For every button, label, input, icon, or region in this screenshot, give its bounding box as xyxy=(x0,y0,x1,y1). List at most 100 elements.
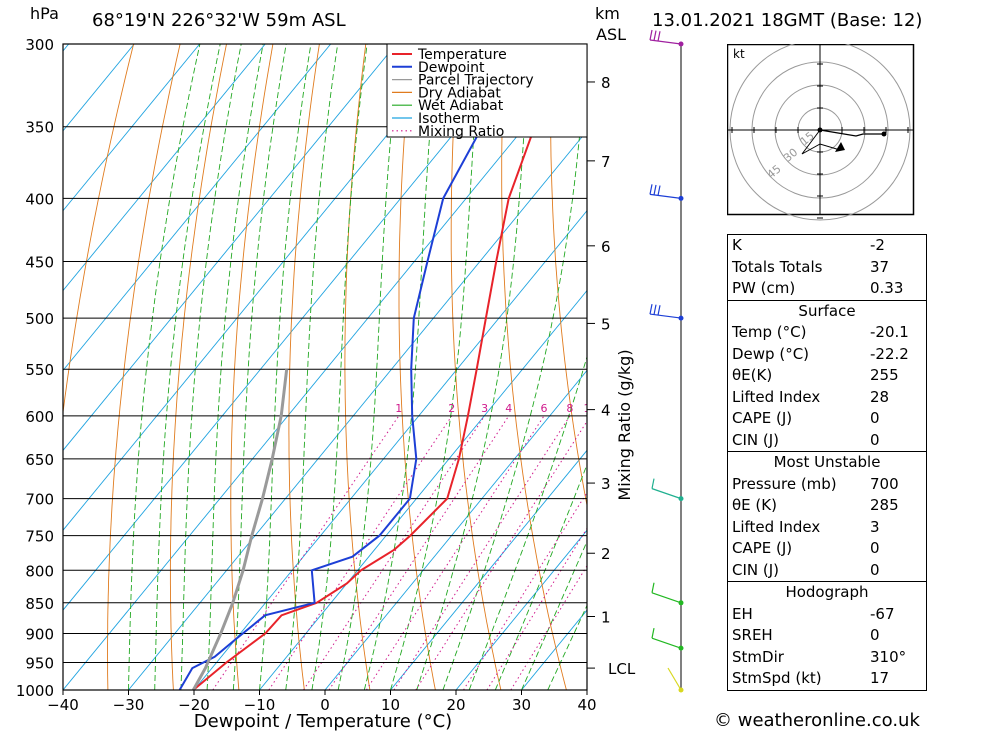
pressure-tick-label: 700 xyxy=(25,491,54,509)
x-tick-label: 40 xyxy=(577,696,596,714)
x-tick-label: 20 xyxy=(446,696,465,714)
pressure-tick-label: 850 xyxy=(25,595,54,613)
wet-adiabat-line xyxy=(259,44,312,690)
wind-barb-icon xyxy=(651,478,682,500)
wet-adiabat-line xyxy=(285,44,339,690)
km-tick-label: 7 xyxy=(601,153,611,171)
isotherm-line xyxy=(63,44,397,452)
x-tick-label: −40 xyxy=(47,696,79,714)
wet-adiabat-line xyxy=(154,44,221,690)
surface-index-row: θE(K) 255 xyxy=(728,365,926,387)
isotherm-line xyxy=(390,449,587,690)
surface-index-row: Lifted Index 28 xyxy=(728,387,926,409)
index-label: K xyxy=(732,236,742,254)
location-title: 68°19'N 226°32'W 59m ASL xyxy=(92,10,346,31)
isotherm-line xyxy=(324,369,587,690)
pressure-tick-label: 600 xyxy=(25,408,54,426)
surface-index-value: -22.2 xyxy=(870,344,909,363)
x-tick-label: 10 xyxy=(381,696,400,714)
wet-adiabat-line xyxy=(180,44,242,690)
mixing-ratio-label: 2 xyxy=(448,402,455,415)
pressure-tick-label: 800 xyxy=(25,562,54,580)
lcl-label: LCL xyxy=(608,660,636,678)
hodograph-point xyxy=(817,127,823,133)
hodo-index-label: StmSpd (kt) xyxy=(732,669,822,687)
surface-index-value: -20.1 xyxy=(870,323,909,341)
index-label: PW (cm) xyxy=(732,279,796,297)
wet-adiabat-line xyxy=(337,44,401,690)
hodo-index-label: StmDir xyxy=(732,647,784,666)
mixing-ratio-axis-label: Mixing Ratio (g/kg) xyxy=(615,349,634,500)
unstable-index-value: 3 xyxy=(870,517,880,536)
km-tick-label: 5 xyxy=(601,315,611,333)
km-tick-label: 4 xyxy=(601,402,611,420)
legend-label: Dewpoint xyxy=(418,60,485,76)
isotherm-line xyxy=(63,44,332,372)
surface-index-row: Dewp (°C) -22.2 xyxy=(728,344,926,366)
x-tick-label: −20 xyxy=(178,696,210,714)
hodograph-unit: kt xyxy=(733,47,745,61)
dry-adiabat-line xyxy=(970,44,1000,690)
mixing-ratio-label: 3 xyxy=(481,402,488,415)
dry-adiabat-line xyxy=(344,44,371,690)
mixing-ratio-line xyxy=(303,415,486,690)
pressure-tick-label: 350 xyxy=(25,119,54,137)
pressure-tick-label: 650 xyxy=(25,451,54,469)
mixing-ratio-line xyxy=(393,415,571,690)
isotherm-line xyxy=(455,529,587,690)
pressure-tick-label: 500 xyxy=(25,310,54,328)
hodo-index-row: StmDir 310° xyxy=(728,647,926,669)
wet-adiabat-line xyxy=(363,44,438,690)
legend-label: Mixing Ratio xyxy=(418,124,504,140)
unstable-index-row: Lifted Index 3 xyxy=(728,517,926,539)
dry-adiabat-line xyxy=(63,44,135,416)
dry-adiabat-line xyxy=(501,44,567,690)
pressure-tick-label: 1000 xyxy=(16,682,54,700)
index-row: Totals Totals 37 xyxy=(728,257,926,279)
unstable-index-value: 0 xyxy=(870,539,880,557)
mixing-ratio-line xyxy=(415,420,587,690)
mixing-ratio-label: 6 xyxy=(541,402,548,415)
pressure-tick-label: 550 xyxy=(25,361,54,379)
surface-index-label: Temp (°C) xyxy=(732,323,807,341)
surface-index-label: Lifted Index xyxy=(732,387,821,406)
x-tick-label: 0 xyxy=(320,696,330,714)
isotherm-line xyxy=(193,210,587,690)
isotherm-line xyxy=(63,44,135,132)
unstable-index-label: Lifted Index xyxy=(732,517,821,536)
x-axis-label: Dewpoint / Temperature (°C) xyxy=(194,711,452,732)
km-tick-label: 1 xyxy=(601,609,611,627)
mixing-ratio-label: 4 xyxy=(505,402,512,415)
hodograph-title: Hodograph xyxy=(728,581,926,604)
dry-adiabat-line xyxy=(107,44,181,690)
mixing-ratio-label: 10 xyxy=(584,402,598,415)
legend-label: Wet Adiabat xyxy=(418,98,504,114)
surface-title: Surface xyxy=(728,299,926,323)
isotherm-line xyxy=(63,50,587,690)
surface-index-row: Temp (°C) -20.1 xyxy=(728,322,926,344)
isotherm-line xyxy=(63,44,463,531)
wet-adiabat-line xyxy=(311,44,368,690)
unstable-index-label: θE (K) xyxy=(732,496,777,514)
legend-label: Parcel Trajectory xyxy=(418,73,534,89)
credit-text: © weatheronline.co.uk xyxy=(714,710,920,731)
indices-table: K -2 Totals Totals 37 PW (cm) 0.33 Surface Te… xyxy=(727,234,927,691)
unstable-index-value: 0 xyxy=(870,560,880,579)
wind-barb-icon xyxy=(649,29,682,45)
surface-index-value: 255 xyxy=(870,366,899,384)
isotherm-line xyxy=(63,44,266,292)
surface-index-label: Dewp (°C) xyxy=(732,344,810,363)
storm-motion-arrow-icon xyxy=(835,142,845,152)
wet-adiabat-line xyxy=(547,604,587,690)
unstable-index-label: Pressure (mb) xyxy=(732,474,837,493)
surface-index-label: CIN (J) xyxy=(732,430,780,449)
hodo-index-value: 17 xyxy=(870,669,890,687)
km-tick-label: 6 xyxy=(601,238,611,256)
pressure-unit-label: hPa xyxy=(30,4,59,23)
wind-barb-icon xyxy=(651,582,682,604)
isotherm-line xyxy=(63,44,201,212)
dry-adiabat-line xyxy=(598,44,697,690)
hodograph-trace xyxy=(801,129,841,155)
